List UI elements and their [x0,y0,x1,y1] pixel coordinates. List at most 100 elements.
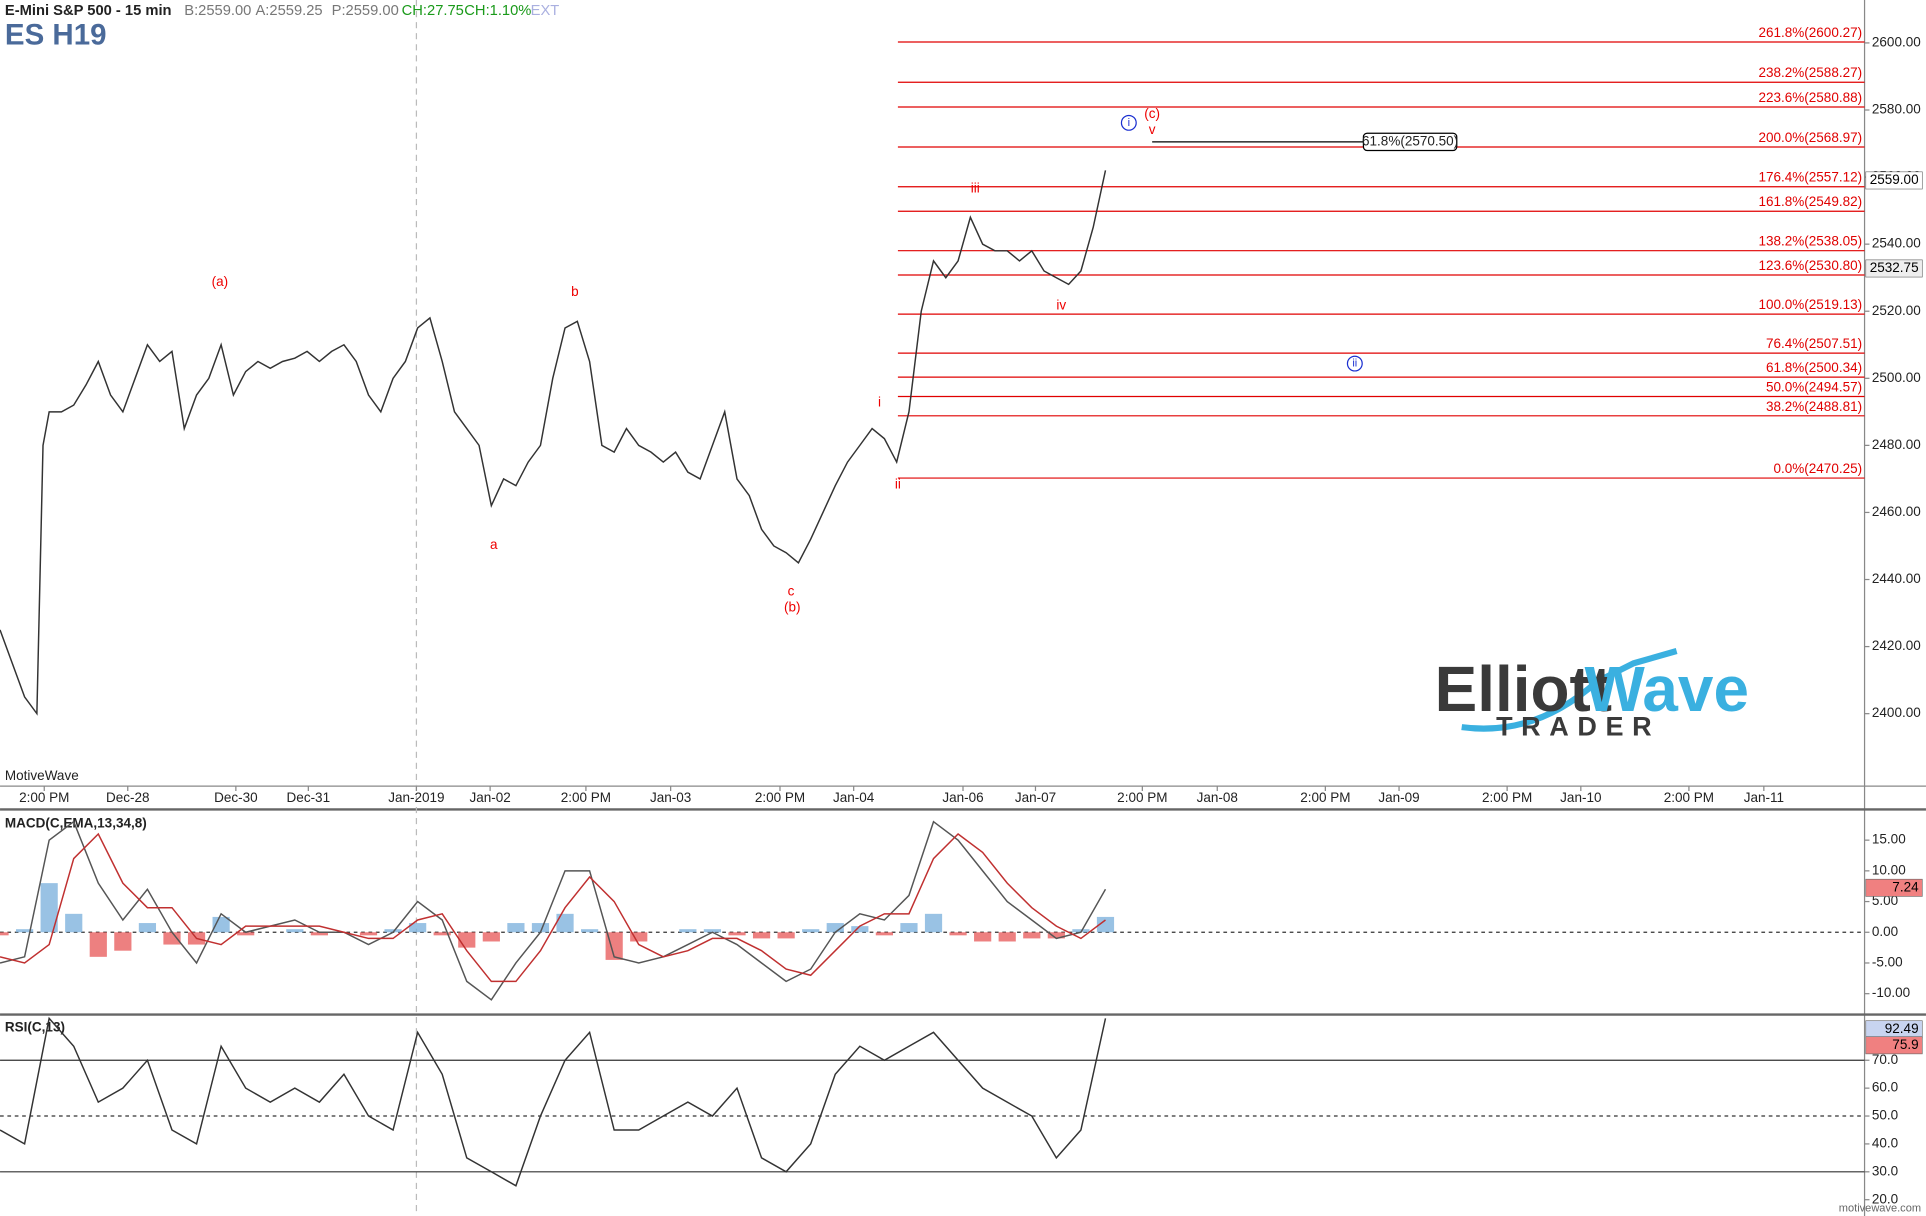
y-tick-label: 20.0 [1872,1191,1898,1206]
histogram-bar [138,923,157,933]
y-tick-label: 10.00 [1872,862,1906,877]
histogram-bar [556,913,574,933]
x-tick-label: 2:00 PM [561,790,611,805]
fib-label: 223.6%(2580.88) [1759,90,1863,105]
histogram-bar [507,923,525,933]
macd-line [0,820,1107,1001]
wave-label: (c) [1144,106,1160,121]
wave-label: v [1149,122,1156,137]
histogram-bar [65,913,83,933]
x-tick-label: Jan-09 [1378,790,1419,805]
wave-circle [1120,114,1137,131]
wave-label: ii [895,477,901,492]
fib-label-bg [1766,399,1863,414]
x-tick-label: Jan-11 [1744,790,1784,805]
y-tick-label: -10.00 [1872,985,1910,1000]
value-badge-label: 7.24 [1892,879,1919,894]
fib-label-bg [1766,380,1863,395]
y-tick-label: 60.0 [1872,1080,1898,1095]
histogram-bar [482,932,500,942]
histogram-bar [1023,932,1041,939]
x-tick-label: Dec-30 [214,790,258,805]
change-pct: CH:1.10% [464,3,531,19]
y-tick-label: 0.00 [1872,924,1898,939]
y-tick-label: 2420.00 [1872,638,1921,653]
x-tick-label: 2:00 PM [1482,790,1532,805]
histogram-bar [630,932,648,942]
y-tick-label: 2480.00 [1872,437,1921,452]
session: EXT [531,3,560,19]
histogram-bar [752,932,771,939]
ask: A:2559.25 [256,3,323,19]
histogram-bar [40,883,58,933]
histogram-bar [433,932,451,936]
fib-label: 38.2%(2488.81) [1766,399,1862,414]
fib-label: 123.6%(2530.80) [1759,258,1863,273]
fib-label-bg [1766,462,1863,476]
fib-label: 0.0%(2470.25) [1774,461,1863,476]
histogram-bar [924,913,943,933]
histogram-bar [875,932,893,936]
histogram-bar [826,923,844,933]
x-tick-label: Jan-07 [1015,790,1056,805]
value-badge-label: 2559.00 [1870,172,1919,187]
fib-label: 138.2%(2538.05) [1759,234,1863,249]
fib-label: 50.0%(2494.57) [1766,379,1862,394]
y-tick-label: 70.0 [1872,1052,1898,1067]
histogram-bar [0,932,9,936]
value-badge-label: 92.49 [1885,1021,1919,1036]
x-tick-label: Dec-28 [106,790,150,805]
change: CH:27.75 [402,3,464,19]
histogram-bar [310,932,328,936]
histogram-bar [286,929,304,933]
histogram-bar [359,932,378,936]
y-tick-label: 5.00 [1872,893,1898,908]
histogram-bar [212,916,230,933]
value-badge [1865,878,1923,897]
histogram-bar [900,923,918,933]
fib-extension-label: 61.8%(2570.50) [1362,133,1458,148]
y-tick-label: 2520.00 [1872,303,1921,318]
y-tick-label: 2500.00 [1872,370,1921,385]
fib-label-bg [1766,234,1863,249]
wave-label: b [571,284,579,299]
histogram-bar [949,932,967,936]
logo-wave: Wave [1585,653,1749,725]
y-tick-label: 15.00 [1872,832,1906,847]
value-badge-label: 75.9 [1892,1037,1918,1052]
x-tick-label: 2:00 PM [755,790,805,805]
fib-label-bg [1766,91,1863,105]
fib-label-bg [1766,26,1863,40]
histogram-bar [974,932,992,942]
fib-label-bg [1766,361,1863,375]
wave-label: a [490,537,498,552]
instrument-title: E-Mini S&P 500 - 15 min [5,3,172,19]
histogram-bar [679,929,697,933]
symbol: ES H19 [5,19,107,52]
fib-extension-box [1362,132,1458,152]
histogram-bar [89,932,107,957]
x-tick-label: 2:00 PM [1300,790,1350,805]
histogram-bar [163,932,181,945]
x-tick-label: Jan-06 [942,790,983,805]
fib-label: 200.0%(2568.97) [1759,130,1863,145]
x-tick-label: Jan-10 [1560,790,1601,805]
wave-label-circled: i [1128,117,1130,129]
y-tick-label: 2540.00 [1872,236,1921,251]
value-badge [1865,259,1923,278]
histogram-bar [851,926,869,933]
histogram-bar [802,929,820,933]
histogram-bar [581,929,599,933]
fib-label-bg [1766,66,1863,80]
fib-label: 238.2%(2588.27) [1759,65,1863,80]
fib-label: 76.4%(2507.51) [1766,336,1862,351]
x-tick-label: Jan-04 [833,790,875,805]
fib-label-bg [1766,259,1863,273]
x-tick-label: Jan-2019 [388,790,444,805]
y-tick-label: 30.0 [1872,1163,1898,1178]
fib-label-bg [1766,131,1863,145]
histogram-bar [998,932,1016,942]
